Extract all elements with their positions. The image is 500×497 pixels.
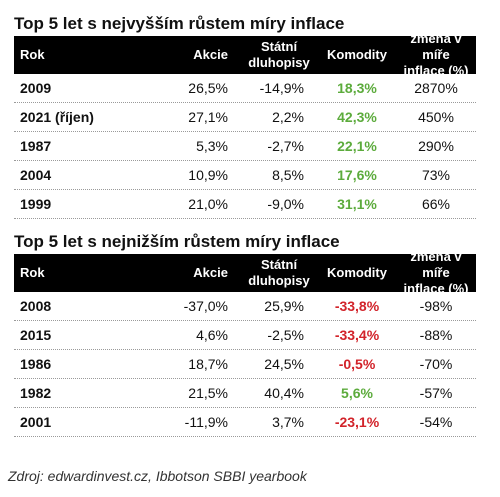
table-header: Rok Akcie Státní dluhopisy Komodity změna…: [14, 249, 476, 296]
cell-komodity: 5,6%: [341, 385, 373, 401]
cell-statni: -2,5%: [267, 327, 304, 343]
source-note: Zdroj: edwardinvest.cz, Ibbotson SBBI ye…: [8, 468, 307, 484]
cell-komodity: 42,3%: [337, 109, 377, 125]
header-akcie: Akcie: [193, 265, 228, 280]
table-title: Top 5 let s nejnižším růstem míry inflac…: [14, 232, 340, 251]
cell-komodity: -33,4%: [334, 327, 380, 343]
table-lowest-inflation: Top 5 let s nejnižším růstem míry inflac…: [14, 232, 476, 437]
table-header: Rok Akcie Státní dluhopisy Komodity změna…: [14, 31, 476, 78]
cell-rok: 2004: [20, 167, 52, 183]
cell-rok: 1999: [20, 196, 52, 212]
cell-statni: -2,7%: [267, 138, 304, 154]
cell-statni: 24,5%: [264, 356, 304, 372]
cell-komodity: 18,3%: [337, 80, 377, 96]
cell-rok: 2001: [20, 414, 52, 430]
table-row: 1986 18,7% 24,5% -0,5% -70%: [14, 350, 476, 379]
table-row: 2009 26,5% -14,9% 18,3% 2870%: [14, 74, 476, 103]
cell-komodity: 17,6%: [337, 167, 377, 183]
table-row: 1982 21,5% 40,4% 5,6% -57%: [14, 379, 476, 408]
header-zmena-inflace: změna v míře inflace (%): [403, 31, 469, 78]
cell-akcie: -37,0%: [183, 298, 228, 314]
cell-zmena: 450%: [418, 109, 454, 125]
cell-zmena: -70%: [419, 356, 453, 372]
cell-komodity: -0,5%: [338, 356, 376, 372]
cell-statni: 2,2%: [272, 109, 304, 125]
cell-akcie: 26,5%: [188, 80, 228, 96]
cell-rok: 2008: [20, 298, 52, 314]
cell-komodity: 22,1%: [337, 138, 377, 154]
table-row: 2008 -37,0% 25,9% -33,8% -98%: [14, 292, 476, 321]
table-row: 2015 4,6% -2,5% -33,4% -88%: [14, 321, 476, 350]
cell-statni: 40,4%: [264, 385, 304, 401]
cell-statni: -9,0%: [267, 196, 304, 212]
cell-akcie: 21,0%: [188, 196, 228, 212]
table-row: 2001 -11,9% 3,7% -23,1% -54%: [14, 408, 476, 437]
header-statni-dluhopisy: Státní dluhopisy: [248, 257, 310, 288]
cell-zmena: -54%: [419, 414, 453, 430]
cell-statni: 25,9%: [264, 298, 304, 314]
table-title: Top 5 let s nejvyšším růstem míry inflac…: [14, 14, 345, 33]
cell-zmena: -88%: [419, 327, 453, 343]
cell-zmena: 2870%: [414, 80, 458, 96]
cell-rok: 1987: [20, 138, 52, 154]
cell-statni: 8,5%: [272, 167, 304, 183]
cell-komodity: -23,1%: [334, 414, 380, 430]
cell-akcie: 27,1%: [188, 109, 228, 125]
cell-zmena: 290%: [418, 138, 454, 154]
cell-rok: 2015: [20, 327, 52, 343]
table-row: 1999 21,0% -9,0% 31,1% 66%: [14, 190, 476, 219]
header-akcie: Akcie: [193, 47, 228, 62]
cell-statni: -14,9%: [259, 80, 304, 96]
cell-akcie: 5,3%: [196, 138, 228, 154]
cell-komodity: -33,8%: [334, 298, 380, 314]
header-komodity: Komodity: [327, 265, 387, 280]
table-row: 2021 (říjen) 27,1% 2,2% 42,3% 450%: [14, 103, 476, 132]
table-highest-inflation: Top 5 let s nejvyšším růstem míry inflac…: [14, 14, 476, 219]
cell-akcie: 4,6%: [196, 327, 228, 343]
cell-rok: 1986: [20, 356, 52, 372]
cell-akcie: 10,9%: [188, 167, 228, 183]
cell-zmena: -57%: [419, 385, 453, 401]
cell-statni: 3,7%: [272, 414, 304, 430]
cell-komodity: 31,1%: [337, 196, 377, 212]
header-statni-dluhopisy: Státní dluhopisy: [248, 39, 310, 70]
cell-rok: 2021 (říjen): [20, 109, 94, 125]
cell-zmena: 66%: [421, 196, 451, 212]
table-row: 2004 10,9% 8,5% 17,6% 73%: [14, 161, 476, 190]
cell-akcie: 21,5%: [188, 385, 228, 401]
table-row: 1987 5,3% -2,7% 22,1% 290%: [14, 132, 476, 161]
cell-akcie: 18,7%: [188, 356, 228, 372]
cell-akcie: -11,9%: [184, 414, 228, 430]
header-rok: Rok: [20, 47, 45, 62]
cell-rok: 1982: [20, 385, 52, 401]
header-komodity: Komodity: [327, 47, 387, 62]
header-zmena-inflace: změna v míře inflace (%): [403, 249, 469, 296]
header-rok: Rok: [20, 265, 45, 280]
cell-zmena: -98%: [419, 298, 453, 314]
cell-rok: 2009: [20, 80, 52, 96]
cell-zmena: 73%: [421, 167, 451, 183]
